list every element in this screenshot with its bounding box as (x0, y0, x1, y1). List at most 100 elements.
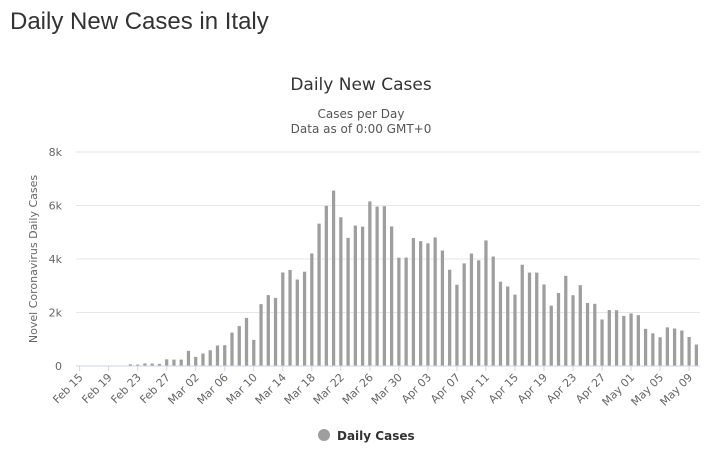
bar[interactable] (455, 284, 459, 366)
x-tick-label: Mar 14 (253, 371, 289, 407)
bar[interactable] (230, 332, 234, 366)
bar[interactable] (331, 190, 336, 366)
bar[interactable] (201, 353, 205, 366)
page-heading: Daily New Cases in Italy (10, 8, 269, 35)
bar[interactable] (368, 201, 372, 366)
x-tick-label: Feb 19 (79, 371, 114, 406)
bar[interactable] (346, 237, 350, 366)
x-tick-label: Mar 22 (311, 371, 347, 407)
x-tick-label: Apr 07 (428, 371, 463, 406)
bar[interactable] (281, 272, 285, 366)
bar[interactable] (252, 339, 256, 366)
bar[interactable] (433, 237, 437, 366)
y-tick-label: 6k (49, 200, 63, 213)
bar[interactable] (411, 238, 416, 366)
bar[interactable] (527, 272, 532, 366)
bar[interactable] (324, 205, 328, 366)
bar[interactable] (295, 279, 299, 366)
bar[interactable] (244, 317, 249, 366)
bar[interactable] (419, 241, 423, 366)
x-tick-label: Apr 23 (544, 371, 579, 406)
legend-label-daily-cases[interactable]: Daily Cases (337, 429, 415, 443)
x-tick-label: Mar 18 (282, 371, 318, 407)
bar[interactable] (136, 364, 140, 366)
legend-swatch-daily-cases (318, 429, 330, 441)
bar[interactable] (506, 286, 510, 366)
bar[interactable] (643, 328, 648, 366)
bar[interactable] (397, 257, 401, 366)
bar[interactable] (179, 359, 183, 366)
bar[interactable] (665, 327, 669, 366)
bar[interactable] (440, 250, 445, 366)
bar[interactable] (172, 359, 176, 366)
bar[interactable] (266, 295, 270, 366)
bar[interactable] (237, 326, 241, 366)
bar[interactable] (614, 310, 619, 366)
bar[interactable] (629, 313, 633, 366)
bar[interactable] (513, 294, 517, 366)
bar[interactable] (694, 344, 699, 366)
chart-subtitle-line1: Cases per Day (318, 107, 405, 121)
gridlines (76, 151, 700, 313)
x-tick-label: Mar 30 (369, 371, 405, 407)
bar[interactable] (571, 295, 575, 366)
bar[interactable] (165, 359, 169, 366)
bar[interactable] (382, 206, 387, 366)
bar[interactable] (564, 275, 568, 366)
bar[interactable] (157, 363, 162, 366)
bar[interactable] (585, 302, 590, 366)
bar[interactable] (223, 345, 227, 366)
bar[interactable] (535, 272, 539, 366)
bar[interactable] (273, 297, 278, 366)
bar[interactable] (310, 253, 314, 366)
bar[interactable] (186, 350, 191, 366)
x-tick-label: May 09 (658, 371, 696, 409)
bar[interactable] (600, 319, 604, 366)
x-tick-label: Feb 23 (108, 371, 143, 406)
bar[interactable] (353, 225, 357, 366)
bar[interactable] (477, 260, 481, 366)
legend[interactable]: Daily Cases (318, 429, 415, 443)
bar[interactable] (578, 285, 582, 366)
bar[interactable] (404, 257, 408, 366)
y-axis: 0 2k 4k 6k 8k (49, 146, 63, 373)
bar[interactable] (636, 315, 640, 366)
bar[interactable] (498, 281, 503, 366)
bar[interactable] (484, 240, 488, 366)
chart-title: Daily New Cases (290, 75, 432, 95)
bar[interactable] (317, 223, 321, 366)
bar[interactable] (259, 304, 263, 366)
bar[interactable] (375, 206, 379, 366)
bar[interactable] (389, 226, 394, 366)
bar[interactable] (556, 292, 561, 366)
bar[interactable] (622, 315, 626, 366)
bar[interactable] (143, 363, 147, 366)
bar[interactable] (194, 356, 198, 366)
bar[interactable] (469, 253, 474, 366)
x-tick-label: Feb 15 (50, 371, 85, 406)
bar[interactable] (651, 333, 655, 366)
bar[interactable] (339, 217, 343, 366)
x-tick-label: Mar 02 (166, 371, 202, 407)
bar[interactable] (215, 345, 220, 366)
bar[interactable] (680, 330, 684, 366)
bar[interactable] (658, 337, 662, 366)
bar[interactable] (593, 303, 597, 366)
bar[interactable] (549, 305, 553, 366)
bar[interactable] (607, 310, 611, 366)
bar[interactable] (448, 269, 452, 366)
bar[interactable] (542, 284, 546, 366)
bar[interactable] (462, 263, 466, 366)
bar[interactable] (520, 264, 524, 366)
bar[interactable] (150, 363, 154, 366)
bar[interactable] (491, 256, 495, 366)
bar[interactable] (687, 337, 691, 366)
bar[interactable] (426, 243, 430, 366)
bar[interactable] (128, 364, 133, 366)
bar[interactable] (288, 269, 292, 366)
bar[interactable] (208, 350, 212, 366)
bar[interactable] (360, 226, 365, 366)
bar[interactable] (302, 271, 307, 366)
bar[interactable] (672, 328, 677, 366)
